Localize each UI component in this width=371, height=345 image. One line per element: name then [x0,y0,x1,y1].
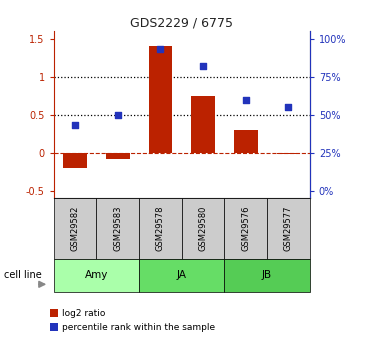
Bar [106,153,129,159]
Bar [149,46,172,153]
Point [115,112,121,118]
Bar [224,259,310,292]
Text: percentile rank within the sample: percentile rank within the sample [62,323,215,332]
Bar [182,198,224,259]
Text: GSM29583: GSM29583 [113,206,122,251]
Text: GSM29580: GSM29580 [198,206,208,251]
Text: JB: JB [262,270,272,280]
Bar [234,130,257,153]
Point [72,122,78,128]
Text: GSM29582: GSM29582 [70,206,80,251]
Bar [63,153,87,168]
Text: Amy: Amy [85,270,108,280]
Bar [54,198,96,259]
Text: GSM29578: GSM29578 [156,206,165,251]
Point [286,104,292,110]
Text: JA: JA [177,270,187,280]
Text: cell line: cell line [4,270,42,280]
Text: GSM29576: GSM29576 [241,206,250,251]
Bar [224,198,267,259]
Title: GDS2229 / 6775: GDS2229 / 6775 [130,17,233,30]
Point [200,63,206,69]
Bar [191,96,215,153]
Bar [277,153,300,154]
Text: GSM29577: GSM29577 [284,206,293,251]
Text: log2 ratio: log2 ratio [62,309,105,318]
Bar [267,198,310,259]
Bar [139,198,182,259]
Bar [96,198,139,259]
Bar [139,259,224,292]
Point [157,47,163,52]
Point [243,97,249,102]
Bar [54,259,139,292]
